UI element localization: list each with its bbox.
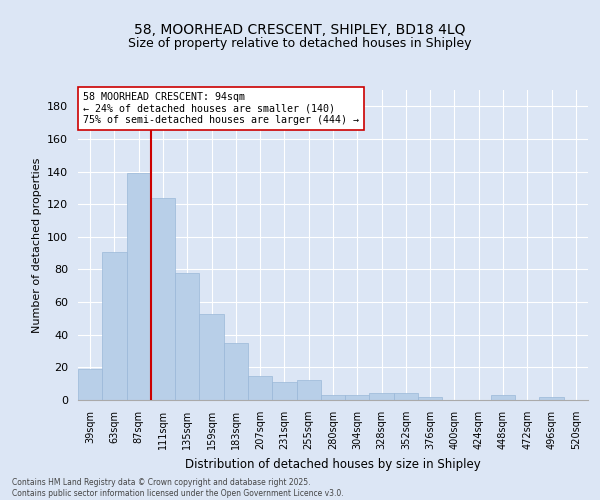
Bar: [370, 394, 394, 400]
X-axis label: Distribution of detached houses by size in Shipley: Distribution of detached houses by size …: [185, 458, 481, 470]
Text: Size of property relative to detached houses in Shipley: Size of property relative to detached ho…: [128, 38, 472, 51]
Bar: [272, 382, 296, 400]
Bar: [418, 396, 442, 400]
Bar: [102, 252, 127, 400]
Bar: [491, 395, 515, 400]
Bar: [321, 395, 345, 400]
Bar: [127, 173, 151, 400]
Bar: [151, 198, 175, 400]
Text: 58, MOORHEAD CRESCENT, SHIPLEY, BD18 4LQ: 58, MOORHEAD CRESCENT, SHIPLEY, BD18 4LQ: [134, 22, 466, 36]
Bar: [199, 314, 224, 400]
Bar: [394, 394, 418, 400]
Y-axis label: Number of detached properties: Number of detached properties: [32, 158, 41, 332]
Bar: [175, 272, 199, 400]
Bar: [296, 380, 321, 400]
Text: 58 MOORHEAD CRESCENT: 94sqm
← 24% of detached houses are smaller (140)
75% of se: 58 MOORHEAD CRESCENT: 94sqm ← 24% of det…: [83, 92, 359, 124]
Text: Contains HM Land Registry data © Crown copyright and database right 2025.
Contai: Contains HM Land Registry data © Crown c…: [12, 478, 344, 498]
Bar: [345, 395, 370, 400]
Bar: [539, 396, 564, 400]
Bar: [78, 369, 102, 400]
Bar: [248, 376, 272, 400]
Bar: [224, 343, 248, 400]
